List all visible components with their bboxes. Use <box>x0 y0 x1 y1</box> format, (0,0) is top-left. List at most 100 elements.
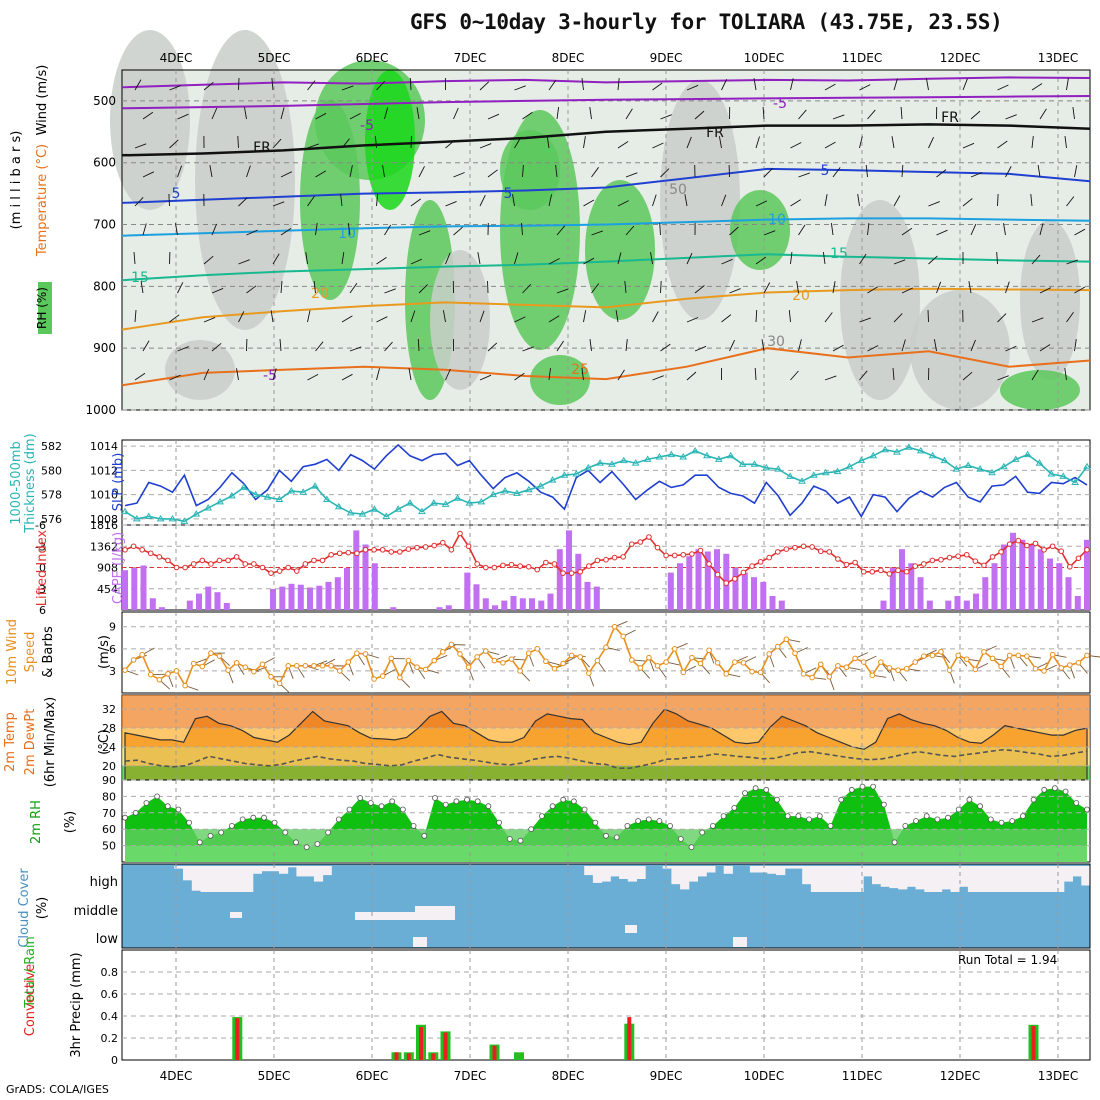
thickness-point <box>216 497 224 505</box>
wind-barb <box>307 195 315 207</box>
wind-barb <box>134 309 137 323</box>
wind-barb <box>209 165 213 178</box>
cloud-high-cell <box>915 866 925 890</box>
wind-speed-point <box>525 650 532 657</box>
thickness-point <box>548 476 557 483</box>
rh-point <box>667 823 673 829</box>
wind-barb <box>997 375 1009 381</box>
rh-point <box>752 785 759 792</box>
precip-total-bar <box>514 1052 524 1060</box>
wind-barb <box>140 281 144 294</box>
wind-speed-point <box>792 650 798 657</box>
wind-barb <box>625 339 628 352</box>
wind-barb <box>660 168 670 178</box>
wind-barb <box>211 342 222 352</box>
wind-barb <box>522 111 533 120</box>
thickness-point <box>192 510 201 517</box>
wind-barb <box>1031 136 1034 149</box>
lifted-index-point <box>560 570 566 576</box>
rh-point <box>303 844 310 851</box>
date-label: 12DEC <box>940 1069 980 1083</box>
cape-bar <box>991 563 998 610</box>
wind-barb <box>487 342 498 352</box>
cape-bar <box>362 544 369 610</box>
wind-speed-point <box>946 667 953 673</box>
cloud-high-cell <box>854 866 864 892</box>
thickness-point <box>714 455 723 462</box>
cape-bar <box>677 563 683 610</box>
wind-barb <box>479 374 492 381</box>
wind-barb <box>169 374 181 381</box>
wind-barb <box>1031 254 1041 265</box>
wind-barb <box>589 107 592 120</box>
contour-label: FR <box>253 140 271 156</box>
lifted-index-point <box>586 563 592 569</box>
wind-barb <box>694 285 705 294</box>
date-label: 4DEC <box>160 51 193 65</box>
wind-barb <box>694 345 707 352</box>
cloud-high-cell <box>906 866 917 887</box>
wind-barb <box>652 311 659 323</box>
cloud-high-cell <box>322 866 332 876</box>
thickness-point <box>821 468 830 476</box>
thickness-point <box>572 470 581 477</box>
date-label: 12DEC <box>940 51 980 65</box>
lifted-index-point <box>972 558 979 564</box>
wind-barb <box>382 165 385 178</box>
thickness-point <box>679 453 688 460</box>
lifted-index-point <box>663 552 669 559</box>
wind-barb <box>313 281 316 294</box>
wind-speed-point <box>646 654 652 661</box>
wind-speed-point <box>835 662 841 669</box>
lifted-index-point <box>869 568 876 575</box>
rh-point <box>250 814 257 821</box>
lifted-index-point <box>603 556 609 563</box>
wind-barb <box>238 77 240 91</box>
lifted-index-point <box>482 564 489 571</box>
precip-tick: 0 <box>111 1054 118 1067</box>
lifted-index-point <box>654 544 661 551</box>
wind-speed-point <box>457 651 463 657</box>
cloud-high-cell <box>994 866 1004 892</box>
wind-barb <box>341 252 345 265</box>
wind-barb <box>1037 165 1041 178</box>
wind-speed-point <box>603 644 609 651</box>
thickness-point <box>608 460 616 467</box>
lifted-index-point <box>843 561 850 568</box>
cloud-high-cell <box>200 866 210 892</box>
wind-barb <box>203 255 214 265</box>
wind-barb <box>408 368 412 381</box>
rh-point <box>763 786 770 793</box>
rh-point <box>720 813 727 819</box>
rh-point <box>186 819 193 826</box>
rh-point <box>346 806 353 813</box>
wind-barb <box>832 344 844 352</box>
wind-barb <box>169 314 180 323</box>
cape-bar <box>908 563 915 610</box>
rh-point <box>742 790 748 796</box>
wind-barb <box>445 139 455 149</box>
wind-barb <box>341 315 353 323</box>
lifted-index-point <box>293 568 300 574</box>
ylabel-6hr: (6hr Min/Max) <box>43 697 58 787</box>
thickness-point <box>501 487 509 494</box>
wind-barb <box>1064 368 1067 381</box>
thickness-point <box>928 451 937 459</box>
wind-speed-point <box>611 623 618 630</box>
precip-conv-bar <box>406 1053 411 1060</box>
rh-point <box>432 795 438 801</box>
lifted-index-point <box>285 564 291 571</box>
thickness-point <box>916 446 925 454</box>
cape-bar <box>436 607 443 610</box>
wind-barb <box>1031 317 1044 323</box>
cloud-high-cell <box>1072 866 1082 877</box>
wind-barb <box>418 230 431 236</box>
wind-barb <box>514 85 526 91</box>
wind-barb <box>280 107 285 120</box>
slp-tick: 1014 <box>90 440 118 453</box>
cape-bar <box>214 592 221 610</box>
lifted-index-point <box>534 566 541 573</box>
lifted-index-point <box>543 559 549 566</box>
lifted-index-point <box>835 556 841 562</box>
wind-barb <box>615 310 619 323</box>
